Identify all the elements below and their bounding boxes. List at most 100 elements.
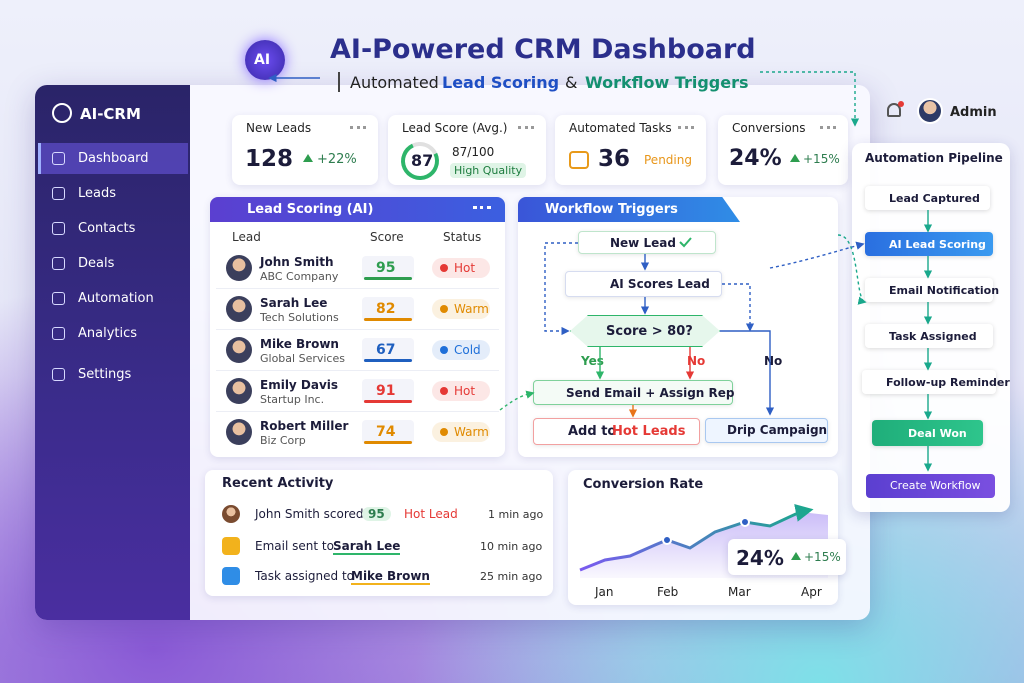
nav-item[interactable]: Deals — [78, 256, 115, 271]
panel-header — [210, 197, 505, 222]
pipeline-step-label: Email Notification — [889, 283, 1000, 297]
lead-avatar — [226, 296, 252, 322]
lead-name[interactable]: Mike Brown — [260, 337, 339, 351]
button-label[interactable]: Create Workflow — [890, 479, 981, 492]
score-bar — [364, 318, 412, 321]
subtitle-part: Automated — [350, 73, 439, 92]
activity-time: 25 min ago — [480, 570, 543, 583]
hot-label: Hot Leads — [612, 424, 686, 439]
kpi-label: Lead Score (Avg.) — [402, 121, 508, 135]
more-menu[interactable] — [820, 126, 836, 130]
score-bar — [364, 359, 412, 362]
pipeline-step[interactable] — [862, 370, 996, 394]
up-arrow-icon — [791, 552, 801, 560]
lead-avatar — [226, 337, 252, 363]
ai-badge-label: AI — [254, 52, 271, 68]
page-title: AI-Powered CRM Dashboard — [330, 34, 756, 65]
lead-scoring-panel — [210, 197, 505, 457]
kpi-change: +15% — [803, 152, 840, 166]
lead-status: Cold — [454, 343, 481, 357]
lead-name[interactable]: John Smith — [260, 255, 334, 269]
activity-tag: Hot Lead — [404, 507, 458, 521]
brand-icon — [52, 103, 72, 123]
pipeline-step-label: Lead Captured — [889, 191, 980, 205]
x-axis-label: Apr — [801, 585, 822, 599]
tasks-icon — [569, 151, 589, 169]
user-avatar — [917, 98, 943, 124]
nav-item[interactable]: Automation — [78, 291, 154, 306]
nav-item[interactable]: Settings — [78, 367, 132, 382]
score-box — [362, 297, 414, 321]
nav-item[interactable]: Contacts — [78, 221, 136, 236]
nav-active-bg — [38, 143, 188, 174]
subtitle-part: Workflow Triggers — [585, 73, 749, 92]
nav-icon — [52, 257, 65, 270]
conversion-value: 24% — [736, 546, 784, 570]
no-label: No — [687, 354, 706, 368]
column-header: Status — [443, 230, 482, 244]
more-menu[interactable] — [350, 126, 366, 130]
status-pill — [432, 299, 490, 319]
workflow-node[interactable] — [578, 231, 716, 254]
lead-score: 67 — [376, 342, 396, 358]
activity-icon — [222, 567, 240, 585]
nav-item[interactable]: Analytics — [78, 326, 138, 341]
trigger-label: New Lead — [610, 236, 676, 250]
pipeline-step[interactable] — [865, 232, 993, 256]
panel-title: Automation Pipeline — [865, 151, 1003, 165]
hot-label: Add to — [568, 424, 617, 439]
no-branch-label: No — [764, 354, 783, 368]
nav-item[interactable]: Leads — [78, 186, 117, 201]
panel-title: Workflow Triggers — [545, 202, 678, 217]
activity-text: John Smith scored — [255, 507, 364, 521]
user-name[interactable]: Admin — [950, 105, 997, 120]
lead-avatar — [226, 378, 252, 404]
workflow-node[interactable] — [705, 418, 828, 443]
notification-dot — [898, 101, 904, 107]
pipeline-step[interactable] — [865, 324, 993, 348]
pipeline-step-label: Follow-up Reminder — [886, 375, 1010, 389]
lead-name[interactable]: Emily Davis — [260, 378, 339, 392]
create-workflow-button[interactable] — [866, 474, 995, 498]
ai-badge — [245, 40, 285, 80]
panel-title: Conversion Rate — [583, 477, 704, 492]
status-pill — [432, 340, 490, 360]
pipeline-step-label: Task Assigned — [889, 329, 977, 343]
lead-name[interactable]: Robert Miller — [260, 419, 349, 433]
lead-name[interactable]: Sarah Lee — [260, 296, 328, 310]
kpi-label: Automated Tasks — [569, 121, 672, 135]
activity-target[interactable]: Mike Brown — [351, 569, 430, 585]
lead-status: Warm — [454, 302, 489, 316]
scoring-label: AI Scores Lead — [610, 277, 710, 291]
more-menu[interactable] — [518, 126, 534, 130]
activity-time: 1 min ago — [488, 508, 544, 521]
nav-icon — [52, 152, 65, 165]
activity-target[interactable]: Sarah Lee — [333, 539, 401, 555]
activity-text: Task assigned to — [255, 569, 354, 583]
nav-icon — [52, 292, 65, 305]
subtitle-divider — [338, 72, 340, 92]
kpi-change: +22% — [317, 152, 357, 167]
score-box — [362, 256, 414, 280]
status-pill — [432, 422, 490, 442]
score-box — [362, 379, 414, 403]
pipeline-step[interactable] — [872, 420, 983, 446]
activity-score: 95 — [362, 507, 391, 521]
kpi-value: 36 — [598, 146, 631, 172]
more-menu[interactable] — [678, 126, 694, 130]
sidebar — [35, 85, 190, 620]
workflow-node[interactable] — [533, 418, 700, 445]
lead-company: Global Services — [260, 352, 345, 365]
pipeline-step[interactable] — [865, 278, 993, 302]
nav-item[interactable]: Dashboard — [78, 151, 149, 166]
lead-company: Biz Corp — [260, 434, 306, 447]
more-menu[interactable] — [473, 206, 491, 210]
row-divider — [216, 411, 499, 412]
score-bar — [364, 441, 412, 444]
pipeline-step-label: AI Lead Scoring — [889, 237, 986, 251]
column-header: Score — [370, 230, 404, 244]
pipeline-step-label: Deal Won — [908, 426, 967, 440]
notification-bell[interactable] — [887, 103, 901, 117]
pipeline-step[interactable] — [865, 186, 990, 210]
